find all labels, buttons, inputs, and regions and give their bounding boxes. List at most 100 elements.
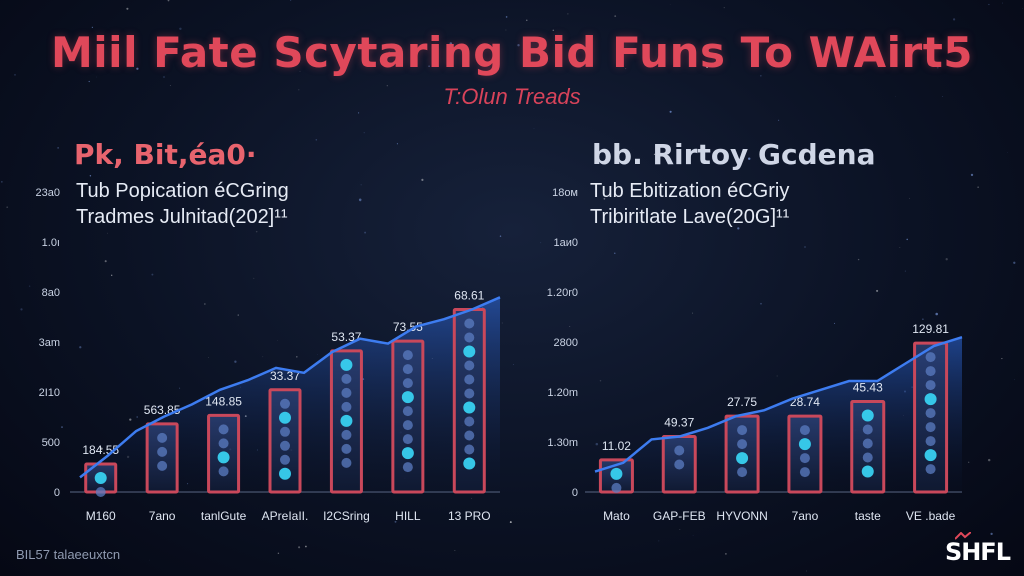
left-chart-subtitle-line-1: Tub Popication éCGring xyxy=(76,180,289,202)
right-bar-value-label: 28.74 xyxy=(790,395,820,409)
left-bar-dot xyxy=(280,426,290,437)
right-category-label: GAP-FEB xyxy=(653,509,706,523)
right-bar-dot xyxy=(799,453,810,464)
left-bar-dot xyxy=(401,447,414,460)
left-category-label: 7ano xyxy=(149,509,176,523)
left-bar-dot xyxy=(218,438,229,449)
left-y-tick-label: 8a0 xyxy=(42,287,60,299)
left-bar-dot xyxy=(402,350,413,361)
left-chart-title: Pk, Bit,éa0· xyxy=(74,138,257,171)
right-bar-dot xyxy=(925,464,936,475)
left-bar-dot xyxy=(402,462,413,473)
left-bar-dot xyxy=(402,420,413,431)
right-chart-subtitle-line-1: Tub Ebitization éCGriy xyxy=(590,180,790,202)
right-bar-value-label: 11.02 xyxy=(602,439,631,453)
left-bar-dot xyxy=(464,444,475,455)
page-title: Miil Fate Scytaring Bid Funs To WAirt5 xyxy=(50,28,974,77)
right-chart-title: bb. Rirtoy Gcdena xyxy=(592,138,876,171)
right-category-label: Mato xyxy=(603,509,630,523)
left-bar-dot xyxy=(341,401,352,412)
right-bar-dot xyxy=(925,380,936,391)
right-bar-dot xyxy=(925,408,936,419)
right-bar-dot xyxy=(924,393,937,406)
left-bar-value-label: 563.85 xyxy=(144,403,181,417)
right-bar-value-label: 49.37 xyxy=(664,416,694,430)
left-bar-dot xyxy=(218,424,229,435)
left-bar-dot xyxy=(218,466,229,477)
left-y-tick-label: 23a0 xyxy=(36,187,60,199)
right-bar-dot xyxy=(861,465,874,478)
left-y-tick-label: 2I10 xyxy=(39,387,60,399)
right-category-label: 7ano xyxy=(792,509,819,523)
left-bar-value-label: 73.55 xyxy=(393,320,423,334)
left-category-label: 13 PRO xyxy=(448,509,491,523)
right-bar-value-label: 27.75 xyxy=(727,395,757,409)
right-y-tick-label: 0 xyxy=(572,487,578,499)
left-bar-dot xyxy=(464,388,475,399)
left-bar-dot xyxy=(157,446,168,457)
right-bar-dot xyxy=(737,467,748,478)
right-bar-value-label: 129.81 xyxy=(912,322,949,336)
left-category-label: M160 xyxy=(86,509,116,523)
right-chart-subtitle-line-2: Tribiritlate Lave(20G]¹¹ xyxy=(590,206,790,228)
left-bar-dot xyxy=(402,406,413,417)
right-bar-dot xyxy=(798,438,811,451)
left-category-label: I2CSring xyxy=(323,509,370,523)
left-trend-line xyxy=(79,296,501,479)
right-bar-dot xyxy=(925,436,936,447)
right-bar-value-label: 45.43 xyxy=(853,380,883,394)
right-trend-area xyxy=(595,337,962,492)
left-y-tick-label: 1.0ı xyxy=(42,237,60,249)
right-bar-dot xyxy=(674,459,685,470)
right-bar-dot xyxy=(861,409,874,422)
right-bar-dot xyxy=(610,467,623,480)
left-bar-dot xyxy=(463,457,476,470)
left-bar-dot xyxy=(95,487,106,498)
brand-logo: SHFL xyxy=(945,532,1011,566)
left-bar-dot xyxy=(341,373,352,384)
right-category-label: VE .bade xyxy=(906,509,956,523)
left-bar-dot xyxy=(279,411,291,424)
left-y-tick-label: 500 xyxy=(42,437,60,449)
right-bar-dot xyxy=(737,439,748,450)
right-y-tick-label: 18ом xyxy=(552,187,578,199)
left-bar-dot xyxy=(401,391,414,404)
right-y-tick-label: 1.20m xyxy=(547,387,578,399)
left-bar-dot xyxy=(464,374,475,385)
left-bar-dot xyxy=(463,345,476,358)
left-chart-subtitle-line-2: Tradmes Julnitad(202]¹¹ xyxy=(76,206,288,228)
left-y-tick-label: 0 xyxy=(54,487,60,499)
right-category-label: taste xyxy=(855,509,881,523)
left-chart-subtitle: Tub Popication éCGring Tradmes Julnitad(… xyxy=(76,178,289,230)
left-bar-dot xyxy=(341,429,352,440)
right-chart-subtitle: Tub Ebitization éCGriy Tribiritlate Lave… xyxy=(590,178,789,230)
left-bar-dot xyxy=(402,434,413,445)
left-bar-dot xyxy=(463,401,476,414)
left-bar-dot xyxy=(280,440,290,451)
logo-mark-icon xyxy=(954,532,971,540)
right-trend-line xyxy=(594,336,963,473)
left-bar-dot xyxy=(341,387,352,398)
left-bar-dot xyxy=(341,457,352,468)
right-y-tick-label: 2800 xyxy=(554,337,578,349)
right-bar-dot xyxy=(611,482,622,493)
left-category-label: HILL xyxy=(395,509,421,523)
left-bar-dot xyxy=(402,364,413,375)
left-category-label: tanlGute xyxy=(201,509,247,523)
right-bar-dot xyxy=(862,424,873,435)
left-bar-dot xyxy=(157,460,168,471)
left-bar-dot xyxy=(157,432,168,443)
right-bar-dot xyxy=(736,452,749,465)
left-bar-dot xyxy=(464,318,475,329)
left-bar-value-label: 68.61 xyxy=(454,289,484,303)
left-bar-dot xyxy=(340,414,353,427)
left-bar xyxy=(391,339,425,494)
right-bar-dot xyxy=(674,445,685,456)
left-bar-dot xyxy=(280,398,290,409)
left-bar-dot xyxy=(94,472,107,485)
page-subtitle: T:Olun Treads xyxy=(443,84,581,109)
left-bar-dot xyxy=(279,467,291,480)
left-bar-dot xyxy=(341,443,352,454)
footer-caption: BIL57 talaeeuxtcn xyxy=(16,547,121,562)
